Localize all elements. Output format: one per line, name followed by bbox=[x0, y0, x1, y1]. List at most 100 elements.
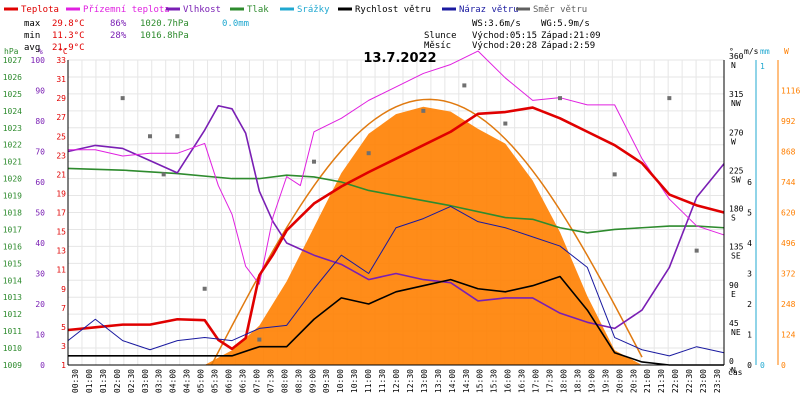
info-wg: WG:5.9m/s bbox=[541, 19, 590, 29]
x-axis-tick: 12:30 bbox=[406, 369, 415, 393]
x-axis-tick: 12:00 bbox=[392, 369, 401, 393]
celsius-axis-tick: 19 bbox=[56, 189, 66, 198]
celsius-axis-tick: 1 bbox=[61, 361, 66, 370]
wind-dir-marker bbox=[667, 96, 672, 101]
hpa-axis-tick: 1017 bbox=[3, 225, 22, 234]
wm2-axis-tick: 0 bbox=[781, 361, 786, 370]
celsius-axis-tick: 3 bbox=[61, 342, 66, 351]
wm2-axis-tick: 744 bbox=[781, 178, 796, 187]
x-axis-tick: 04:30 bbox=[183, 369, 192, 393]
x-axis-tick: 14:00 bbox=[448, 369, 457, 393]
x-axis-tick: 02:00 bbox=[113, 369, 122, 393]
legend-label: Rychlost větru bbox=[355, 5, 431, 15]
compass-tick: NW bbox=[731, 99, 741, 108]
mm-axis-title: mm bbox=[760, 47, 770, 56]
x-axis-title: čas bbox=[728, 367, 743, 377]
mm-axis-tick: 1 bbox=[760, 62, 765, 71]
wind-dir-marker bbox=[421, 108, 426, 113]
x-axis-tick: 10:00 bbox=[336, 369, 345, 393]
celsius-axis-tick: 25 bbox=[56, 132, 66, 141]
stat-min-temp: 11.3°C bbox=[52, 31, 85, 41]
compass-tick: NE bbox=[731, 328, 741, 337]
x-axis-tick: 01:00 bbox=[85, 369, 94, 393]
celsius-axis-tick: 23 bbox=[56, 151, 66, 160]
x-axis-tick: 05:00 bbox=[197, 369, 206, 393]
info-moonrise: Východ:20:28 bbox=[472, 41, 537, 51]
solar-area bbox=[204, 106, 642, 365]
stat-avg-temp: 21.9°C bbox=[52, 43, 85, 53]
x-axis-tick: 04:00 bbox=[169, 369, 178, 393]
pct-axis-tick: 70 bbox=[35, 148, 45, 157]
wind-dir-marker bbox=[257, 337, 262, 342]
sun-curve bbox=[210, 98, 643, 366]
wind-dir-marker bbox=[462, 83, 467, 88]
x-axis-tick: 02:30 bbox=[127, 369, 136, 393]
ms-axis-tick: 4 bbox=[747, 239, 752, 248]
pct-axis-tick: 50 bbox=[35, 209, 45, 218]
ms-axis-tick: 6 bbox=[747, 178, 752, 187]
x-axis-tick: 16:30 bbox=[518, 369, 527, 393]
wm2-axis-tick: 868 bbox=[781, 148, 796, 157]
stat-max-temp: 29.8°C bbox=[52, 19, 85, 29]
wind-dir-marker bbox=[503, 121, 508, 126]
deg-axis-tick: 180 bbox=[729, 205, 744, 214]
wm2-axis-tick: 372 bbox=[781, 270, 796, 279]
hpa-axis-tick: 1016 bbox=[3, 242, 22, 251]
x-axis-tick: 20:00 bbox=[615, 369, 624, 393]
x-axis-tick: 07:00 bbox=[252, 369, 261, 393]
hpa-axis-tick: 1023 bbox=[3, 124, 22, 133]
chart-title: 13.7.2022 bbox=[363, 51, 436, 66]
compass-tick: N bbox=[731, 61, 736, 70]
x-axis-tick: 09:00 bbox=[308, 369, 317, 393]
stat-min-label: min bbox=[24, 31, 40, 41]
celsius-axis-tick: 11 bbox=[56, 266, 66, 275]
x-axis-tick: 15:00 bbox=[476, 369, 485, 393]
info-moonset: Západ:2:59 bbox=[541, 41, 595, 51]
ms-axis-tick: 5 bbox=[747, 209, 752, 218]
x-axis-tick: 18:30 bbox=[573, 369, 582, 393]
celsius-axis-tick: 31 bbox=[56, 75, 66, 84]
wind-dir-marker bbox=[558, 96, 562, 101]
hpa-axis-tick: 1021 bbox=[3, 158, 22, 167]
pct-axis-tick: 60 bbox=[35, 178, 45, 187]
x-axis-tick: 08:30 bbox=[294, 369, 303, 393]
info-sun-label: Slunce bbox=[424, 31, 457, 41]
celsius-axis-tick: 5 bbox=[61, 323, 66, 332]
info-sunset: Západ:21:09 bbox=[541, 31, 601, 41]
deg-axis-tick: 45 bbox=[729, 319, 739, 328]
ground-temp-line bbox=[68, 50, 725, 285]
hpa-axis-tick: 1015 bbox=[3, 259, 22, 268]
x-axis-tick: 23:30 bbox=[713, 369, 722, 393]
wind-dir-marker bbox=[612, 172, 617, 177]
x-axis-tick: 21:00 bbox=[643, 369, 652, 393]
x-axis-tick: 09:30 bbox=[322, 369, 331, 393]
x-axis-tick: 19:30 bbox=[601, 369, 610, 393]
wm2-axis-tick: 496 bbox=[781, 239, 796, 248]
deg-axis-tick: 90 bbox=[729, 281, 739, 290]
ms-axis-tick: 1 bbox=[747, 331, 752, 340]
hpa-axis-tick: 1014 bbox=[3, 276, 22, 285]
hpa-axis-tick: 1011 bbox=[3, 327, 22, 336]
hpa-axis-tick: 1020 bbox=[3, 175, 22, 184]
legend-label: Teplota bbox=[21, 5, 59, 15]
hpa-axis-title: hPa bbox=[4, 47, 19, 56]
legend-label: Směr větru bbox=[533, 5, 587, 15]
wm2-axis-tick: 1116 bbox=[781, 87, 800, 96]
x-axis-tick: 01:30 bbox=[99, 369, 108, 393]
compass-tick: E bbox=[731, 290, 736, 299]
deg-axis-tick: 315 bbox=[729, 90, 744, 99]
wind-gust-line bbox=[67, 205, 725, 357]
axes: 1009101010111012101310141015101610171018… bbox=[3, 47, 800, 393]
x-axis-tick: 06:00 bbox=[225, 369, 234, 393]
stat-min-press: 1016.8hPa bbox=[140, 31, 189, 41]
ms-axis-title: m/s bbox=[744, 47, 759, 56]
hpa-axis-tick: 1010 bbox=[3, 344, 22, 353]
legend-label: Přízemní teplota bbox=[83, 5, 170, 15]
celsius-axis-tick: 29 bbox=[56, 94, 66, 103]
stat-avg-label: avg bbox=[24, 43, 40, 53]
mm-axis-tick: 0 bbox=[760, 361, 765, 370]
pct-axis-tick: 10 bbox=[35, 331, 45, 340]
wm2-axis-tick: 248 bbox=[781, 300, 796, 309]
wind-speed-line bbox=[68, 275, 724, 366]
